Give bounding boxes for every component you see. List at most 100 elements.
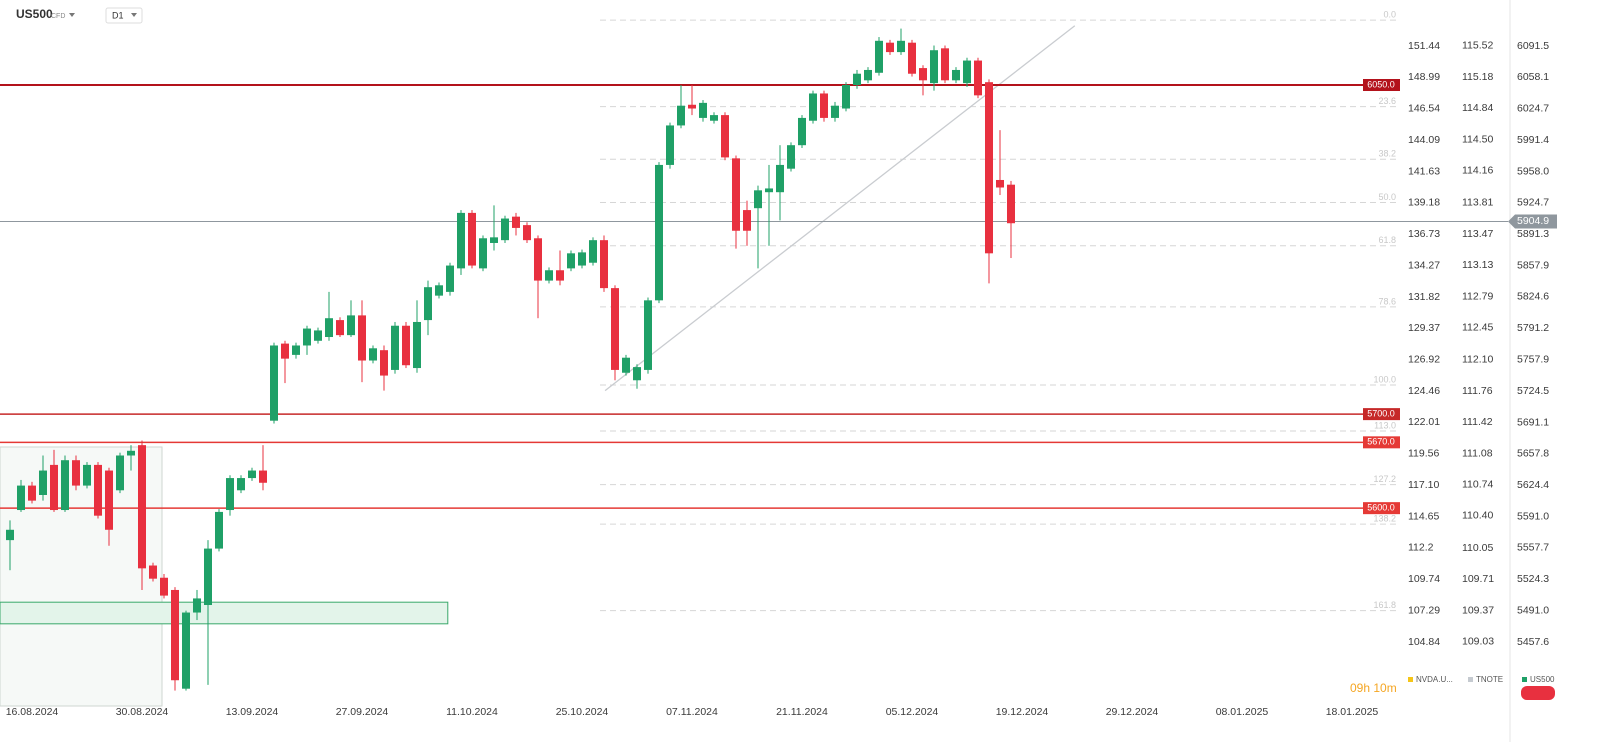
x-tick-label: 19.12.2024 bbox=[996, 706, 1049, 718]
candle-body bbox=[841, 85, 850, 109]
candle-body bbox=[60, 460, 69, 511]
y-tick-label: 112.79 bbox=[1462, 290, 1493, 302]
y-tick-label: 109.37 bbox=[1462, 604, 1494, 616]
candle-body bbox=[456, 212, 465, 269]
candle-body bbox=[93, 464, 102, 516]
level-label: 5670.0 bbox=[1367, 437, 1395, 447]
x-tick-label: 21.11.2024 bbox=[776, 706, 828, 718]
y-tick-label: 5724.5 bbox=[1517, 385, 1549, 397]
candle-body bbox=[621, 357, 630, 373]
candle-body bbox=[819, 93, 828, 118]
candle-body bbox=[830, 105, 839, 118]
y-tick-label: 6058.1 bbox=[1517, 71, 1549, 83]
y-tick-label: 151.44 bbox=[1408, 40, 1440, 52]
candle-body bbox=[434, 285, 443, 296]
y-tick-label: 110.40 bbox=[1462, 510, 1493, 522]
candle-body bbox=[192, 598, 201, 613]
x-tick-label: 27.09.2024 bbox=[336, 706, 389, 718]
symbol-dropdown[interactable] bbox=[69, 13, 75, 17]
level-tag bbox=[1363, 408, 1400, 421]
candle-body bbox=[1006, 184, 1015, 224]
level-label: 5600.0 bbox=[1367, 503, 1395, 513]
candle-body bbox=[973, 60, 982, 96]
candle-body bbox=[742, 210, 751, 231]
candle-body bbox=[225, 478, 234, 511]
level-tag bbox=[1363, 79, 1400, 92]
y-tick-label: 107.29 bbox=[1408, 604, 1440, 616]
candle-body bbox=[566, 253, 575, 269]
candle-body bbox=[544, 270, 553, 281]
y-tick-label: 146.54 bbox=[1408, 102, 1440, 114]
candle-body bbox=[247, 470, 256, 479]
candle-body bbox=[412, 321, 421, 369]
last-price-label: 5904.9 bbox=[1517, 215, 1549, 227]
x-tick-label: 11.10.2024 bbox=[446, 706, 498, 718]
candle-body bbox=[753, 190, 762, 209]
candle-body bbox=[313, 330, 322, 341]
y-tick-label: 111.76 bbox=[1462, 385, 1493, 397]
zone bbox=[0, 601, 449, 625]
candle-body bbox=[808, 93, 817, 121]
timeframe-box[interactable] bbox=[105, 7, 143, 24]
candle-body bbox=[148, 565, 157, 579]
candle-body bbox=[951, 69, 960, 81]
y-tick-label: 136.73 bbox=[1408, 228, 1440, 240]
candle-body bbox=[467, 212, 476, 266]
y-tick-label: 115.52 bbox=[1462, 40, 1493, 52]
timeframe-dropdown[interactable] bbox=[131, 13, 137, 17]
level-tag bbox=[1363, 502, 1400, 515]
legend-label: NVDA.U... bbox=[1416, 675, 1453, 684]
legend-swatch bbox=[1522, 677, 1527, 682]
candle-body bbox=[236, 478, 245, 491]
level-label: 5700.0 bbox=[1367, 408, 1395, 418]
timeframe[interactable]: D1 bbox=[112, 10, 124, 20]
y-tick-label: 110.74 bbox=[1462, 479, 1493, 491]
candle-body bbox=[962, 60, 971, 84]
y-tick-label: 124.46 bbox=[1408, 385, 1440, 397]
candle-body bbox=[995, 179, 1004, 188]
y-tick-label: 114.50 bbox=[1462, 133, 1493, 145]
y-tick-label: 5891.3 bbox=[1517, 228, 1549, 240]
trend-line bbox=[604, 25, 1076, 392]
y-tick-label: 112.2 bbox=[1408, 542, 1434, 554]
level-tag bbox=[1363, 436, 1400, 449]
candle-body bbox=[346, 315, 355, 336]
candle-body bbox=[709, 115, 718, 121]
sell-button[interactable] bbox=[1521, 686, 1555, 700]
candle-body bbox=[555, 270, 564, 281]
y-tick-label: 5757.9 bbox=[1517, 353, 1549, 365]
candle-body bbox=[522, 225, 531, 241]
candle-body bbox=[38, 470, 47, 495]
candle-body bbox=[126, 450, 135, 456]
candle-body bbox=[940, 48, 949, 81]
candle-body bbox=[137, 445, 146, 569]
candle-body bbox=[71, 460, 80, 486]
y-tick-label: 6024.7 bbox=[1517, 103, 1549, 115]
x-tick-label: 25.10.2024 bbox=[556, 706, 609, 718]
y-tick-label: 109.71 bbox=[1462, 573, 1494, 585]
fib-label: 38.2 bbox=[1378, 149, 1396, 159]
y-tick-label: 111.08 bbox=[1462, 447, 1493, 459]
y-tick-label: 5491.0 bbox=[1517, 604, 1549, 616]
y-tick-label: 113.13 bbox=[1462, 259, 1493, 271]
fib-label: 138.2 bbox=[1373, 514, 1396, 524]
symbol[interactable]: US500 bbox=[16, 7, 53, 21]
y-tick-label: 5924.7 bbox=[1517, 197, 1549, 209]
y-tick-label: 5557.7 bbox=[1517, 542, 1549, 554]
legend-swatch bbox=[1468, 677, 1473, 682]
candle-body bbox=[577, 252, 586, 266]
y-tick-label: 5457.6 bbox=[1517, 636, 1549, 648]
y-tick-label: 104.84 bbox=[1408, 636, 1440, 648]
candle-body bbox=[764, 188, 773, 193]
y-tick-label: 122.01 bbox=[1408, 416, 1440, 428]
y-tick-label: 117.10 bbox=[1408, 479, 1439, 491]
y-tick-label: 114.16 bbox=[1462, 165, 1493, 177]
candle-body bbox=[302, 328, 311, 346]
candle-body bbox=[797, 117, 806, 146]
fib-label: 23.6 bbox=[1378, 96, 1396, 106]
candle-body bbox=[489, 237, 498, 243]
legend-swatch bbox=[1408, 677, 1413, 682]
candle-body bbox=[852, 73, 861, 86]
x-tick-label: 30.08.2024 bbox=[116, 706, 169, 718]
y-tick-label: 5624.4 bbox=[1517, 479, 1549, 491]
